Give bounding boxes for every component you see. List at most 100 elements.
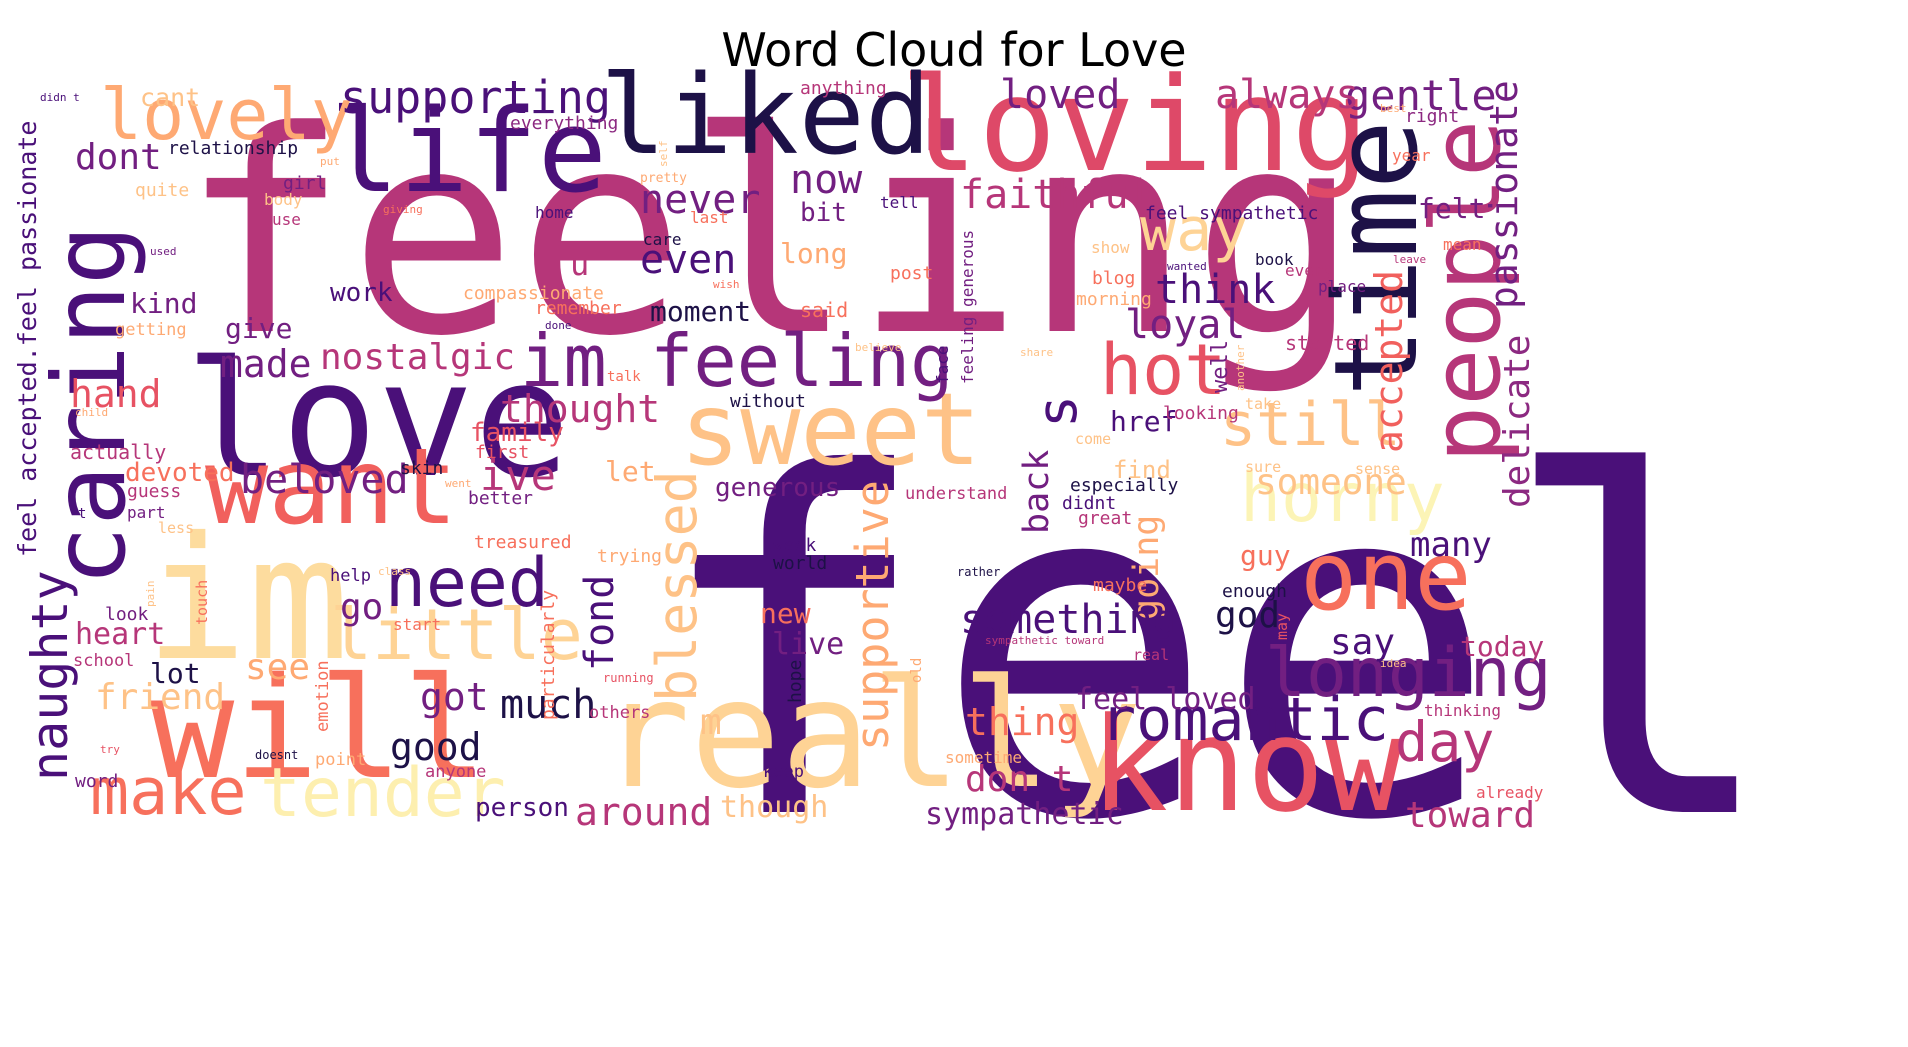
word-moment: moment xyxy=(650,295,752,328)
word-m: m xyxy=(700,702,722,743)
word-long: long xyxy=(780,237,848,270)
word-girl: girl xyxy=(283,173,327,194)
word-doesnt: doesnt xyxy=(255,748,299,762)
word-keep: keep xyxy=(763,762,804,782)
word-wish: wish xyxy=(713,278,740,291)
chart-title: Word Cloud for Love xyxy=(721,23,1187,77)
word-t: t xyxy=(78,506,87,522)
word-class: class xyxy=(378,565,412,578)
word-feel-sympathetic: feel sympathetic xyxy=(1145,203,1319,224)
word-use: use xyxy=(272,210,301,229)
word-really: really xyxy=(600,648,1142,822)
word-come: come xyxy=(1075,430,1112,448)
word-guess: guess xyxy=(127,481,182,502)
word-already: already xyxy=(1476,783,1544,802)
word-idea: idea xyxy=(1380,657,1407,670)
word-lovely: lovely xyxy=(100,74,353,156)
word-sometime: sometime xyxy=(945,748,1023,767)
word-family: family xyxy=(470,418,564,448)
word-hand: hand xyxy=(70,372,162,416)
word-got: got xyxy=(420,675,489,719)
word-talk: talk xyxy=(607,369,641,385)
word-show: show xyxy=(1091,238,1130,257)
word-quite: quite xyxy=(135,180,190,201)
word-wanted: wanted xyxy=(1167,260,1207,273)
word-pain: pain xyxy=(144,580,157,608)
word-toward: toward xyxy=(1405,795,1536,836)
word-feeling: feeling xyxy=(180,72,1361,398)
word-sure: sure xyxy=(1245,458,1282,476)
word-hope: hope xyxy=(785,659,806,703)
word-getting: getting xyxy=(115,320,187,340)
word-someone: someone xyxy=(1255,462,1407,503)
word-find: find xyxy=(1113,456,1171,484)
word-guy: guy xyxy=(1240,539,1291,572)
word-another: another xyxy=(1234,344,1247,391)
word-word: word xyxy=(75,771,119,792)
word-others: others xyxy=(589,703,651,723)
word-think: think xyxy=(1155,267,1276,313)
word-treasured: treasured xyxy=(474,532,572,553)
word-maybe: maybe xyxy=(1093,575,1148,596)
word-day: day xyxy=(1395,710,1495,774)
word-always: always xyxy=(1215,72,1360,118)
word-bit: bit xyxy=(800,198,847,228)
word-blessed: blessed xyxy=(645,470,709,702)
word-went: went xyxy=(445,477,472,490)
word-gentle: gentle xyxy=(1345,71,1497,120)
word-sense: sense xyxy=(1355,460,1401,478)
word-new: new xyxy=(760,597,811,630)
word-supporting: supporting xyxy=(340,71,611,124)
word-beloved: beloved xyxy=(240,457,409,503)
word-better: better xyxy=(468,488,534,509)
word-used: used xyxy=(150,245,177,258)
word-way: way xyxy=(1140,195,1249,265)
word-especially: especially xyxy=(1070,475,1179,496)
word-didn-t: didn t xyxy=(40,91,80,104)
word-thing: thing xyxy=(965,700,1080,744)
word-blog: blog xyxy=(1092,268,1136,289)
word-didnt: didnt xyxy=(1062,493,1117,514)
word-good: good xyxy=(390,725,482,769)
word-thinking: thinking xyxy=(1424,701,1502,720)
word-leave: leave xyxy=(1393,253,1427,266)
word-much: much xyxy=(500,682,597,728)
word-without: without xyxy=(730,391,806,412)
word-horny: horny xyxy=(1240,459,1445,538)
word-naughty: naughty xyxy=(21,570,79,781)
word-felt: felt xyxy=(1418,192,1486,225)
word-today: today xyxy=(1460,630,1545,663)
word-let: let xyxy=(605,455,656,488)
word-child: child xyxy=(75,406,109,419)
word-year: year xyxy=(1392,146,1431,165)
word-trying: trying xyxy=(597,546,663,567)
word-giving: giving xyxy=(383,203,423,216)
word-pretty: pretty xyxy=(640,171,687,186)
word-im-feeling: im feeling xyxy=(520,319,954,403)
word-looking: looking xyxy=(1163,403,1239,424)
word-one: one xyxy=(1300,522,1472,632)
word-need: need xyxy=(385,544,549,623)
word-supportive: supportive xyxy=(846,480,899,751)
word-loved: loved xyxy=(1000,72,1121,118)
word-person: person xyxy=(475,793,569,823)
word-look: look xyxy=(105,604,149,625)
word-self: self xyxy=(657,140,670,168)
word-little: little xyxy=(330,594,583,676)
word-started: started xyxy=(1285,331,1370,355)
word-post: post xyxy=(890,263,934,284)
word-home: home xyxy=(535,203,574,222)
word-school: school xyxy=(73,651,135,671)
word-loyal: loyal xyxy=(1125,302,1246,348)
word-accepted: accepted xyxy=(1367,269,1411,453)
word-heart: heart xyxy=(75,617,166,652)
word-passionate: passionate xyxy=(1482,80,1526,309)
word-tender: tender xyxy=(260,754,506,833)
word-nostalgic: nostalgic xyxy=(320,337,516,378)
word-romantic: romantic xyxy=(1100,685,1389,755)
word-sympathetic: sympathetic xyxy=(925,797,1124,832)
word-go: go xyxy=(340,587,384,628)
word-though: though xyxy=(720,790,829,825)
word-world: world xyxy=(773,553,828,574)
word-lot: lot xyxy=(150,657,201,690)
